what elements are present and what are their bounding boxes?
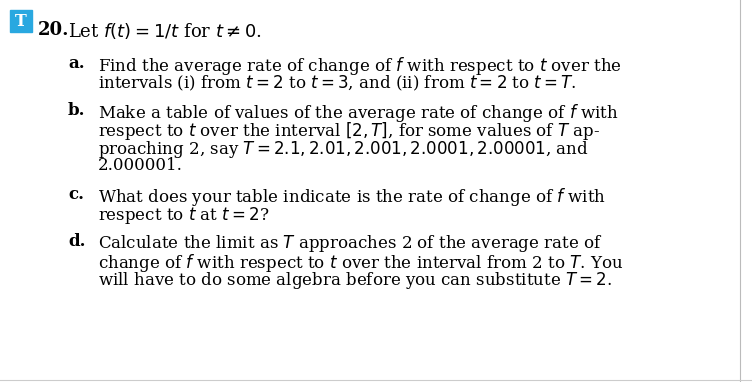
- Text: 20.: 20.: [38, 21, 69, 39]
- Text: 2.000001.: 2.000001.: [98, 157, 183, 175]
- Text: b.: b.: [68, 102, 86, 119]
- Text: Let $f(t) = 1/t$ for $t \neq 0$.: Let $f(t) = 1/t$ for $t \neq 0$.: [68, 21, 262, 41]
- Text: intervals (i) from $t = 2$ to $t = 3$, and (ii) from $t = 2$ to $t = T$.: intervals (i) from $t = 2$ to $t = 3$, a…: [98, 73, 577, 93]
- Text: Make a table of values of the average rate of change of $f$ with: Make a table of values of the average ra…: [98, 102, 619, 124]
- Text: change of $f$ with respect to $t$ over the interval from 2 to $T$. You: change of $f$ with respect to $t$ over t…: [98, 251, 623, 274]
- FancyBboxPatch shape: [10, 10, 32, 32]
- Text: What does your table indicate is the rate of change of $f$ with: What does your table indicate is the rat…: [98, 186, 606, 208]
- Text: will have to do some algebra before you can substitute $T = 2$.: will have to do some algebra before you …: [98, 270, 612, 291]
- Text: c.: c.: [68, 186, 84, 203]
- Text: respect to $t$ over the interval $[2, T]$, for some values of $T$ ap-: respect to $t$ over the interval $[2, T]…: [98, 120, 600, 142]
- Text: a.: a.: [68, 55, 85, 72]
- Text: Find the average rate of change of $f$ with respect to $t$ over the: Find the average rate of change of $f$ w…: [98, 55, 622, 77]
- Text: respect to $t$ at $t = 2$?: respect to $t$ at $t = 2$?: [98, 204, 269, 225]
- Text: proaching 2, say $T = 2.1, 2.01, 2.001, 2.0001, 2.00001$, and: proaching 2, say $T = 2.1, 2.01, 2.001, …: [98, 139, 589, 160]
- Text: T: T: [15, 13, 27, 29]
- Text: d.: d.: [68, 233, 86, 250]
- Text: Calculate the limit as $T$ approaches 2 of the average rate of: Calculate the limit as $T$ approaches 2 …: [98, 233, 602, 254]
